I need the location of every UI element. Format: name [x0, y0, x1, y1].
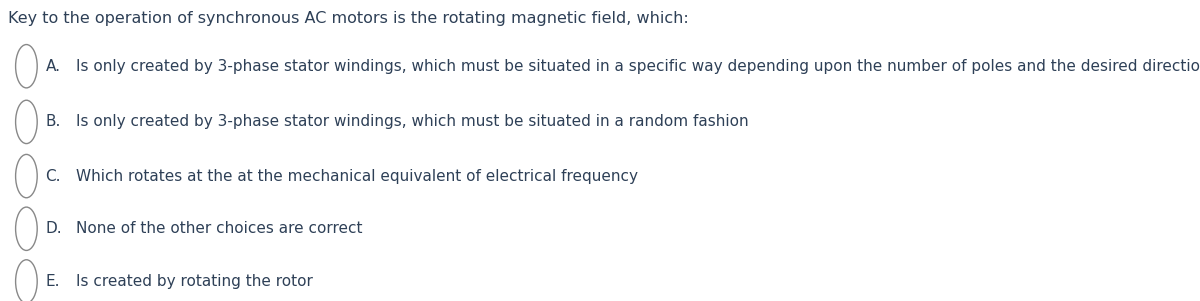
Text: A.: A.	[46, 59, 60, 74]
Text: D.: D.	[46, 221, 62, 236]
Text: Which rotates at the at the mechanical equivalent of electrical frequency: Which rotates at the at the mechanical e…	[76, 169, 637, 184]
Text: C.: C.	[46, 169, 61, 184]
Text: Is only created by 3-phase stator windings, which must be situated in a specific: Is only created by 3-phase stator windin…	[76, 59, 1200, 74]
Text: None of the other choices are correct: None of the other choices are correct	[76, 221, 362, 236]
Text: B.: B.	[46, 114, 61, 129]
Text: Key to the operation of synchronous AC motors is the rotating magnetic field, wh: Key to the operation of synchronous AC m…	[8, 11, 689, 26]
Text: Is created by rotating the rotor: Is created by rotating the rotor	[76, 274, 312, 289]
Text: Is only created by 3-phase stator windings, which must be situated in a random f: Is only created by 3-phase stator windin…	[76, 114, 749, 129]
Text: E.: E.	[46, 274, 60, 289]
